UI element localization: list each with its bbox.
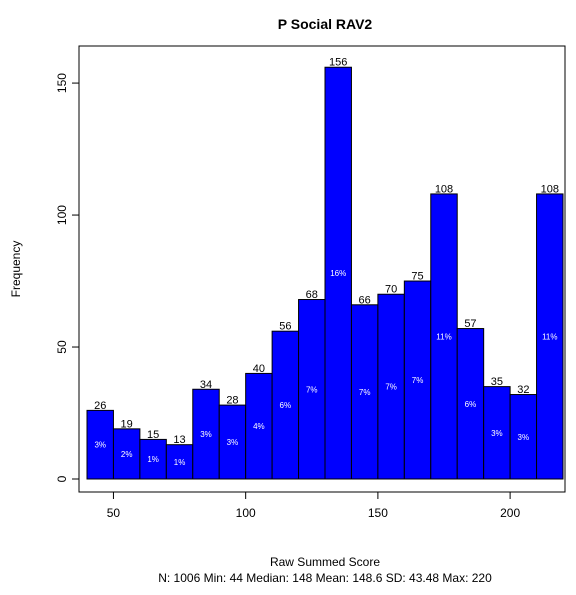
bar-count-label: 35	[491, 376, 503, 388]
histogram-bar	[86, 409, 114, 480]
bar-count-label: 40	[253, 363, 265, 375]
x-tick-label: 100	[236, 506, 256, 520]
summary-stats: N: 1006 Min: 44 Median: 148 Mean: 148.6 …	[158, 571, 492, 585]
y-tick-label: 100	[55, 205, 69, 225]
histogram-bar	[324, 66, 352, 480]
bar-count-label: 66	[359, 294, 371, 306]
y-tick-label: 150	[55, 73, 69, 93]
bar-percent-label: 3%	[518, 433, 530, 442]
bar-percent-label: 3%	[94, 441, 106, 450]
bar-count-label: 34	[200, 379, 212, 391]
x-axis-label: Raw Summed Score	[270, 555, 380, 569]
bar-percent-label: 3%	[491, 429, 503, 438]
histogram-bar	[403, 280, 432, 480]
bar-count-label: 68	[306, 289, 318, 301]
histogram-bar	[456, 328, 485, 480]
x-tick-label: 200	[500, 506, 520, 520]
bar-percent-label: 3%	[227, 438, 239, 447]
bar-percent-label: 1%	[147, 455, 159, 464]
bar-percent-label: 3%	[200, 430, 212, 439]
bar-percent-label: 7%	[306, 385, 318, 394]
bar-count-label: 56	[279, 321, 291, 333]
bar-count-label: 32	[517, 384, 529, 396]
bar-count-label: 108	[435, 183, 453, 195]
bar-percent-label: 11%	[436, 332, 451, 341]
bar-count-label: 28	[226, 395, 238, 407]
x-tick-label: 150	[368, 506, 388, 520]
histogram-bar	[430, 193, 458, 480]
bar-count-label: 26	[94, 400, 106, 412]
bar-percent-label: 4%	[253, 422, 265, 431]
histogram-bar	[509, 394, 538, 480]
bar-count-label: 19	[121, 418, 133, 430]
histogram-bar	[298, 299, 326, 480]
histogram-bar	[350, 304, 379, 480]
histogram-bar	[271, 330, 300, 480]
plot-frame	[78, 45, 566, 493]
histogram-bar	[536, 193, 564, 480]
chart-title: P Social RAV2	[278, 16, 373, 32]
bar-percent-label: 6%	[280, 401, 292, 410]
bar-percent-label: 7%	[359, 388, 371, 397]
x-tick-label: 50	[107, 506, 121, 520]
histogram-bar	[192, 388, 220, 480]
histogram-bar	[218, 404, 247, 480]
bar-count-label: 108	[541, 183, 559, 195]
bar-percent-label: 6%	[465, 400, 477, 409]
bar-count-label: 156	[329, 57, 347, 69]
bar-percent-label: 7%	[385, 383, 397, 392]
x-axis: 50 100 150 200	[107, 492, 520, 520]
histogram-bar	[483, 386, 511, 480]
y-tick-label: 50	[55, 340, 69, 354]
bar-count-label: 70	[385, 284, 397, 296]
y-axis-label: Frequency	[9, 241, 23, 298]
bar-percent-label: 7%	[412, 376, 424, 385]
bar-count-label: 15	[147, 429, 159, 441]
bar-count-label: 75	[411, 271, 423, 283]
histogram-bar	[112, 428, 141, 480]
bars-group: 26 3% 19 2% 15 1% 13 1% 34 3% 28 3% 40 4% 56 6% 68 7% 156 1…	[86, 57, 564, 480]
bar-percent-label: 11%	[542, 332, 557, 341]
y-tick-label: 0	[55, 475, 69, 482]
histogram-bar	[245, 372, 273, 480]
bar-count-label: 57	[464, 318, 476, 330]
histogram-bar	[377, 293, 405, 480]
bar-percent-label: 2%	[121, 450, 133, 459]
bar-percent-label: 1%	[174, 458, 186, 467]
bar-percent-label: 16%	[330, 269, 346, 278]
y-axis: 0 50 100 150	[55, 73, 79, 482]
histogram-bar	[165, 444, 194, 480]
bar-count-label: 13	[173, 434, 185, 446]
